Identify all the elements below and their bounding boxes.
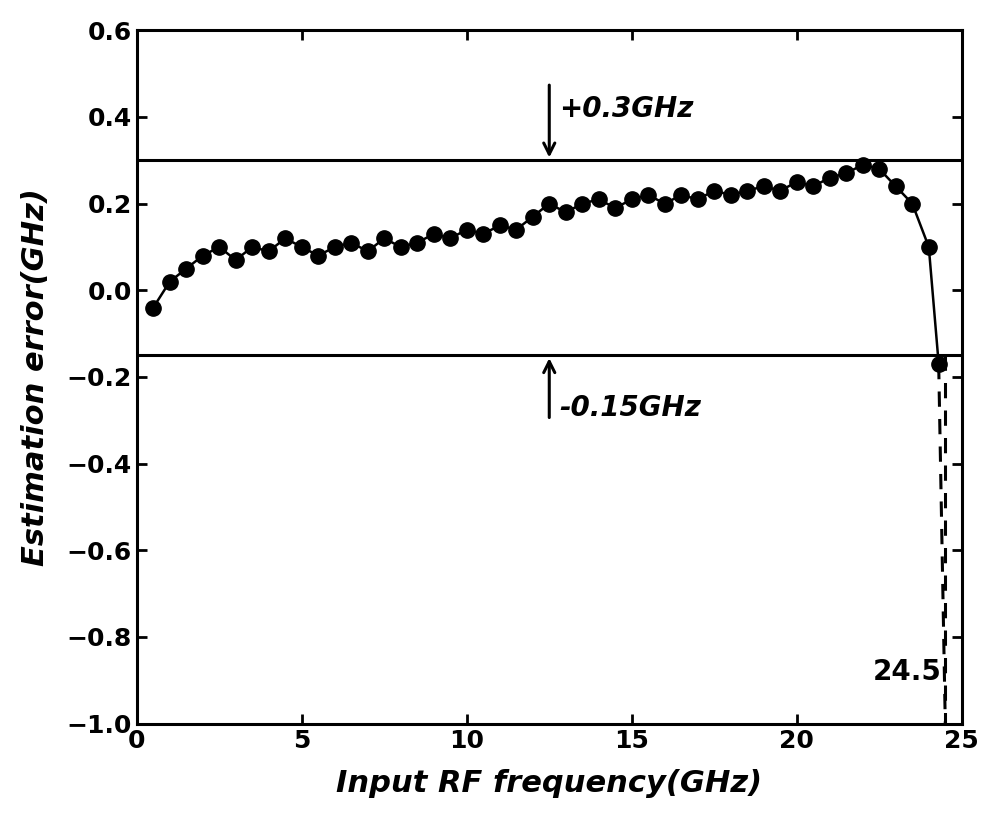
Text: +0.3GHz: +0.3GHz [559,95,694,123]
X-axis label: Input RF frequency(GHz): Input RF frequency(GHz) [336,769,762,799]
Y-axis label: Estimation error(GHz): Estimation error(GHz) [21,188,50,566]
Text: 24.5: 24.5 [873,658,942,686]
Text: -0.15GHz: -0.15GHz [559,394,701,422]
